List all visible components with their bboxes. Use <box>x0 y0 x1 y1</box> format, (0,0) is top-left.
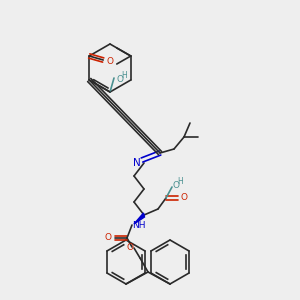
Text: O: O <box>181 194 188 202</box>
Text: O: O <box>172 182 179 190</box>
Text: O: O <box>104 233 112 242</box>
Text: O: O <box>127 244 134 253</box>
Text: H: H <box>177 178 183 187</box>
Polygon shape <box>134 213 145 224</box>
Text: O: O <box>107 56 114 65</box>
Text: N: N <box>133 158 141 168</box>
Text: H: H <box>121 70 127 80</box>
Text: O: O <box>116 74 124 83</box>
Text: NH: NH <box>132 220 146 230</box>
